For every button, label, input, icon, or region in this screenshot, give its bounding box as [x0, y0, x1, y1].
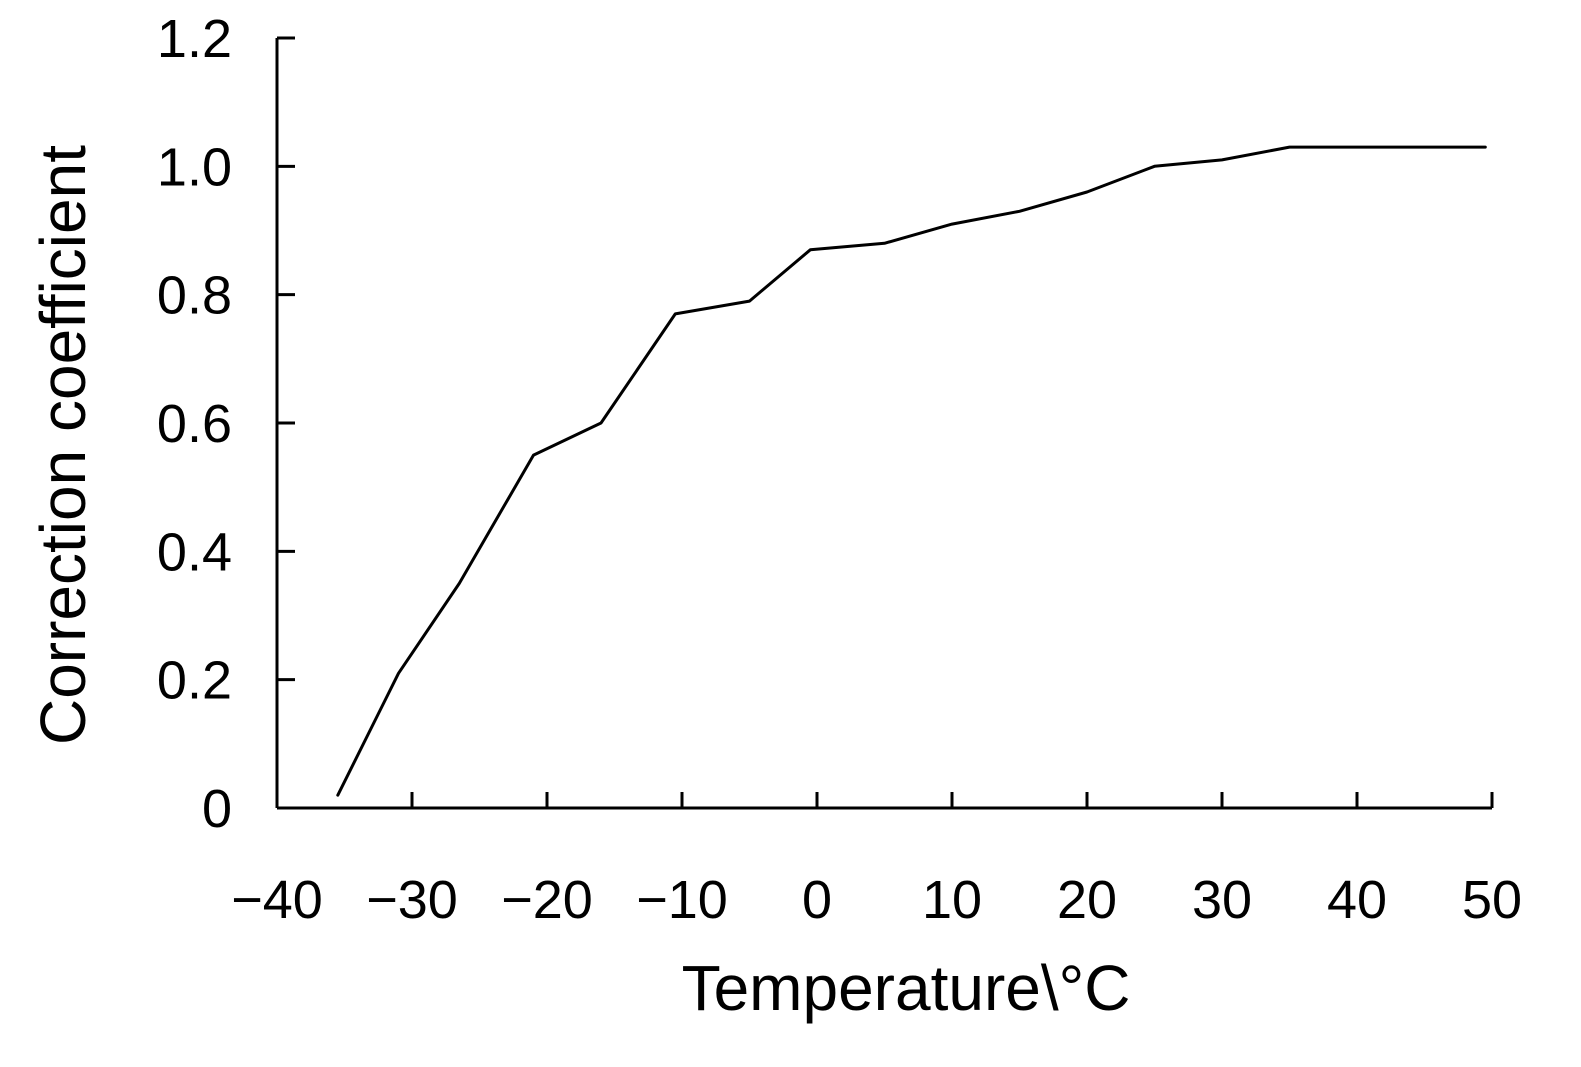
y-tick-label: 0.6: [157, 394, 232, 454]
series-group: [338, 147, 1486, 795]
x-tick-label: −10: [636, 870, 728, 930]
x-tick-label: 10: [922, 870, 982, 930]
x-tick-label: 20: [1057, 870, 1117, 930]
x-tick-label: 30: [1192, 870, 1252, 930]
y-tick-label: 0: [202, 779, 232, 839]
x-tick-label: −20: [501, 870, 593, 930]
series-line: [338, 147, 1486, 795]
x-tick-label: 0: [802, 870, 832, 930]
x-axis-ticks: −40 −30 −20 −10 0 10 20 30 40 50: [231, 792, 1522, 930]
x-tick-label: 50: [1462, 870, 1522, 930]
axes: [277, 38, 1492, 808]
y-tick-label: 0.8: [157, 266, 232, 326]
y-tick-label: 1.2: [157, 9, 232, 69]
y-axis-title: Correction coefficient: [27, 145, 99, 745]
x-tick-label: 40: [1327, 870, 1387, 930]
y-tick-label: 0.4: [157, 522, 232, 582]
y-tick-label: 1.0: [157, 137, 232, 197]
x-tick-label: −30: [366, 870, 458, 930]
y-axis-ticks: 0 0.2 0.4 0.6 0.8 1.0 1.2: [157, 9, 295, 839]
x-tick-label: −40: [231, 870, 323, 930]
x-axis-title: Temperature\°C: [682, 952, 1131, 1024]
y-tick-label: 0.2: [157, 651, 232, 711]
